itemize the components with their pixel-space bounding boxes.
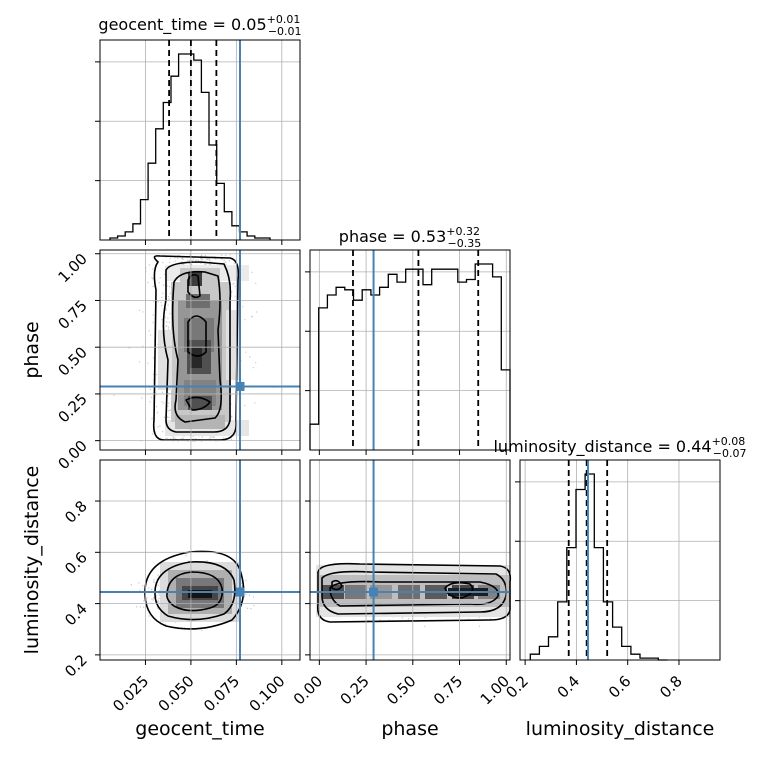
contour-outer <box>152 255 240 441</box>
truth-marker <box>235 587 245 597</box>
title-minus: −0.35 <box>447 237 481 250</box>
y-tick-label: 1.00 <box>54 250 90 286</box>
truth-marker <box>235 381 245 391</box>
title-value: geocent_time = 0.05 <box>98 15 266 35</box>
contour-inner <box>329 580 499 607</box>
y-tick-label: 0.4 <box>61 600 91 630</box>
x-tick-label: 0.25 <box>337 672 373 708</box>
title-minus: −0.07 <box>713 447 747 460</box>
title-plus: +0.08 <box>712 435 746 448</box>
x-tick-label: 0.100 <box>246 672 289 715</box>
title-plus: +0.01 <box>267 13 301 26</box>
contour-core <box>331 579 343 591</box>
panel-frame <box>99 249 301 451</box>
x-axis-label-luminosity_distance: luminosity_distance <box>526 718 715 740</box>
x-tick-label: 0.00 <box>290 672 326 708</box>
truth-marker <box>369 587 379 597</box>
y-tick-label: 0.75 <box>54 297 90 333</box>
density-cell <box>186 294 210 308</box>
y-tick-label: 0.25 <box>54 390 90 426</box>
contour-inner <box>166 571 224 612</box>
title-luminosity_distance: luminosity_distance = 0.44+0.08 −0.07 <box>493 435 746 460</box>
x-tick-label: 0.4 <box>554 672 584 702</box>
contour-mid <box>154 561 236 621</box>
y-tick-label: 0.00 <box>54 437 90 473</box>
x-tick-label: 0.2 <box>502 672 532 702</box>
x-tick-label: 0.050 <box>155 672 198 715</box>
contour-mid <box>162 261 232 433</box>
panel-frame <box>309 249 511 451</box>
x-tick-label: 0.50 <box>383 672 419 708</box>
title-value: phase = 0.53 <box>339 227 446 246</box>
x-tick-label: 0.75 <box>430 672 466 708</box>
density-cell <box>190 348 202 368</box>
density-cell <box>175 415 225 429</box>
density-cell <box>188 590 212 598</box>
x-axis-label-geocent_time: geocent_time <box>135 718 264 740</box>
title-value: luminosity_distance = 0.44 <box>493 437 711 457</box>
histogram-phase <box>309 263 511 450</box>
x-tick-label: 0.8 <box>656 672 686 702</box>
contour-inner <box>171 270 222 423</box>
title-phase: phase = 0.53+0.32 −0.35 <box>339 225 481 250</box>
title-geocent_time: geocent_time = 0.05+0.01 −0.01 <box>98 13 301 38</box>
y-tick-label: 0.8 <box>61 497 91 527</box>
x-tick-label: 0.6 <box>605 672 635 702</box>
histogram-geocent_time <box>109 53 271 240</box>
contour-core <box>185 396 211 411</box>
contour-outer <box>144 550 245 630</box>
panel-frame <box>309 459 511 661</box>
x-tick-label: 0.075 <box>200 672 243 715</box>
y-tick-label: 0.6 <box>61 548 91 578</box>
panel-frame <box>519 459 721 661</box>
x-axis-label-phase: phase <box>381 718 438 740</box>
x-tick-label: 0.025 <box>109 672 152 715</box>
density-cell <box>158 330 172 390</box>
y-axis-label-phase: phase <box>21 321 43 378</box>
panel-frame <box>99 39 301 241</box>
panel-frame <box>99 459 301 661</box>
y-tick-label: 0.50 <box>54 343 90 379</box>
y-axis-label-luminosity_distance: luminosity_distance <box>21 466 43 655</box>
y-tick-label: 0.2 <box>61 651 91 681</box>
contour-core <box>187 315 207 357</box>
title-minus: −0.01 <box>268 25 302 38</box>
histogram-luminosity_distance <box>529 473 668 661</box>
title-plus: +0.32 <box>446 225 480 238</box>
